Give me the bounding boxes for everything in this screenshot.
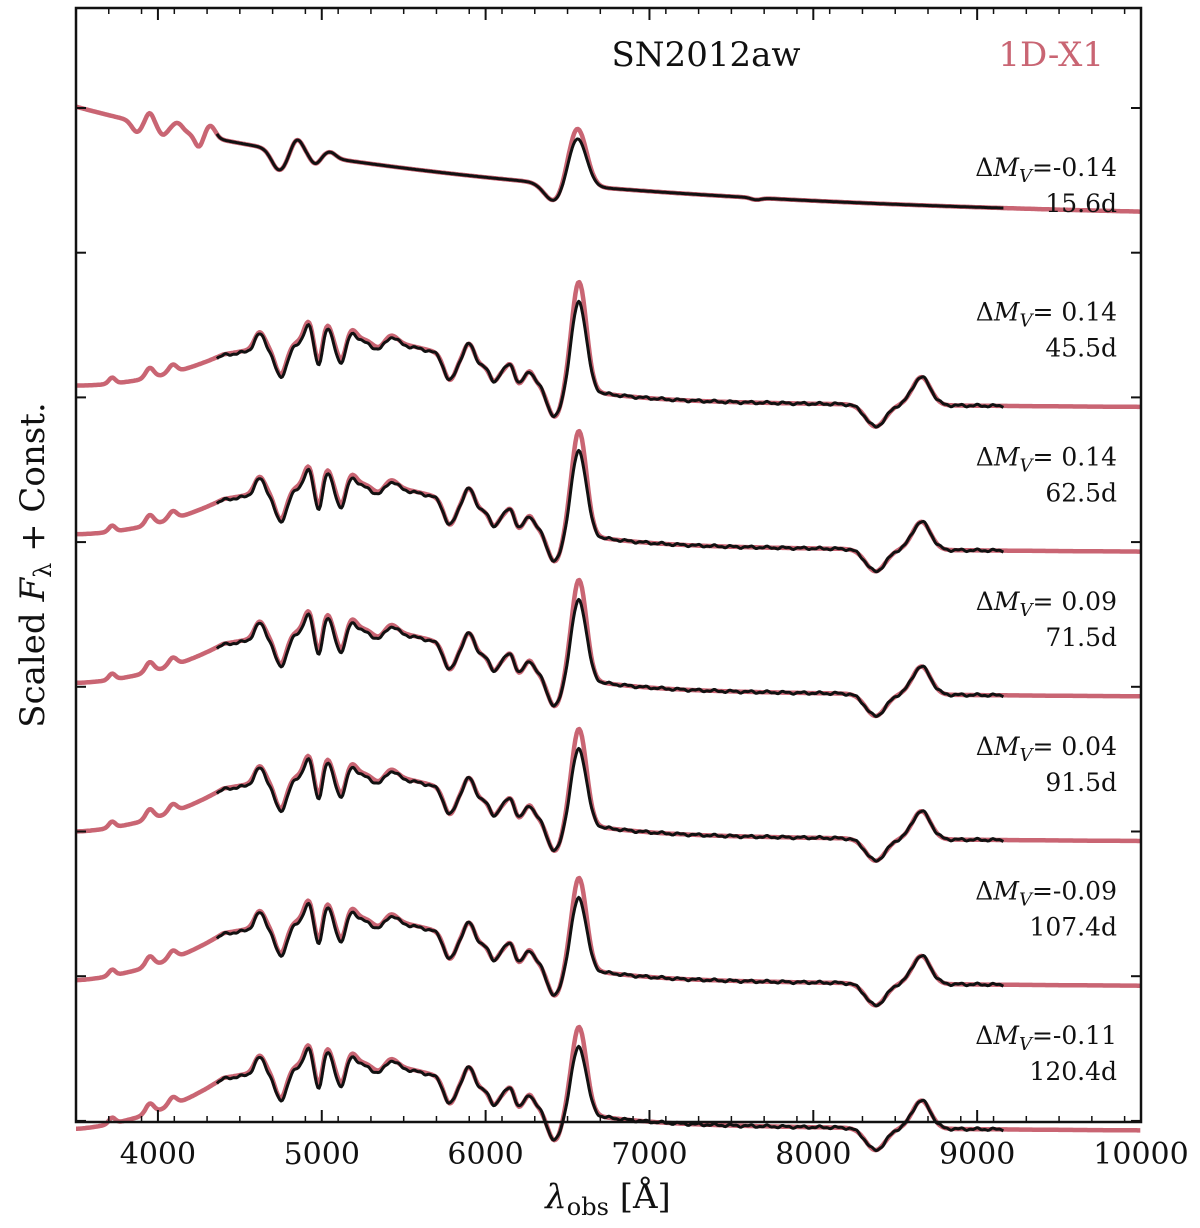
x-tick-label: 7000 xyxy=(611,1137,687,1172)
plot-frame xyxy=(74,6,1143,1124)
x-tick-label: 4000 xyxy=(120,1137,196,1172)
x-axis-label: λobs [Å] xyxy=(543,1176,671,1221)
observed-spectrum-62.5d xyxy=(215,448,1005,574)
delta-mv-label: ΔMV= 0.09 xyxy=(976,587,1117,621)
x-tick-label: 6000 xyxy=(447,1137,523,1172)
y-axis-label: Scaled Fλ + Const. xyxy=(13,402,57,727)
y-axis-ticks xyxy=(76,107,1141,1122)
observed-spectrum-71.5d xyxy=(215,597,1005,718)
delta-mv-label: ΔMV= 0.14 xyxy=(976,298,1117,332)
spectra-traces xyxy=(75,104,1142,1153)
model-name-label: 1D-X1 xyxy=(998,35,1104,75)
delta-mv-label: ΔMV=-0.09 xyxy=(975,877,1117,911)
epoch-label: 71.5d xyxy=(1045,623,1117,652)
delta-mv-label: ΔMV=-0.11 xyxy=(975,1021,1117,1055)
x-tick-label: 5000 xyxy=(284,1137,360,1172)
delta-mv-label: ΔMV=-0.14 xyxy=(975,153,1117,187)
x-tick-label: 10000 xyxy=(1093,1137,1188,1172)
x-tick-label: 8000 xyxy=(775,1137,851,1172)
observed-spectrum-91.5d xyxy=(215,746,1005,863)
epoch-label: 107.4d xyxy=(1029,913,1117,942)
observed-spectrum-45.5d xyxy=(215,299,1005,429)
observed-spectrum-107.4d xyxy=(215,895,1005,1008)
object-name-label: SN2012aw xyxy=(612,35,801,75)
x-axis-ticks: 4000 5000 6000 7000 8000 9000 10000 xyxy=(75,8,1189,1172)
epoch-label: 62.5d xyxy=(1045,478,1117,507)
observed-spectrum-15.6d xyxy=(215,133,1004,210)
epoch-label: 15.6d xyxy=(1045,189,1117,218)
epoch-label: 91.5d xyxy=(1045,768,1117,797)
delta-mv-label: ΔMV= 0.04 xyxy=(976,732,1117,766)
epoch-label: 120.4d xyxy=(1029,1057,1117,1086)
epoch-label: 45.5d xyxy=(1045,334,1117,363)
observed-spectrum-120.4d xyxy=(215,1044,1005,1153)
delta-mv-label: ΔMV= 0.14 xyxy=(976,442,1117,476)
x-tick-label: 9000 xyxy=(939,1137,1015,1172)
